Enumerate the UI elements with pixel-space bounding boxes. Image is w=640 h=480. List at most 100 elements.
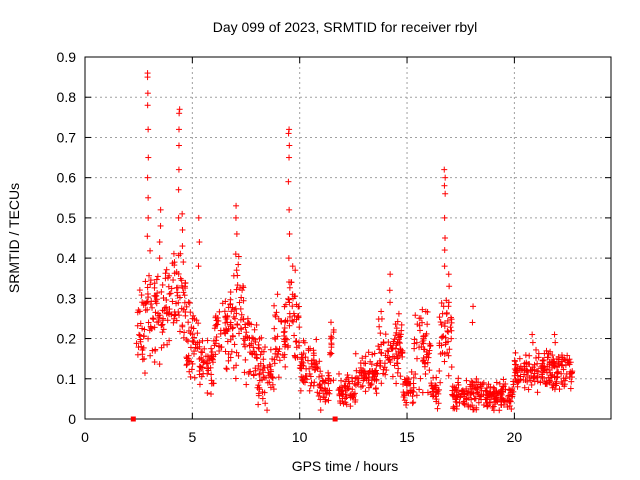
data-point [403, 378, 410, 385]
data-point [140, 333, 147, 340]
data-point [225, 351, 232, 358]
data-point [235, 253, 242, 260]
data-point [141, 326, 148, 333]
data-point [281, 319, 288, 326]
data-point [282, 335, 289, 342]
data-point [352, 350, 359, 357]
data-point [189, 360, 196, 367]
data-point [400, 389, 407, 396]
data-point [145, 319, 152, 326]
data-point [149, 347, 156, 354]
data-point [156, 361, 163, 368]
y-tick-label: 0.2 [57, 331, 77, 347]
y-tick-label: 0.7 [57, 129, 77, 145]
data-point [377, 330, 384, 337]
data-point [255, 341, 262, 348]
data-point [154, 290, 161, 297]
data-point [384, 354, 391, 361]
data-point [515, 378, 522, 385]
data-point [558, 362, 565, 369]
data-point [227, 354, 234, 361]
data-point [180, 289, 187, 296]
data-point [159, 329, 166, 336]
data-point [360, 377, 367, 384]
data-point [166, 290, 173, 297]
data-point [450, 403, 457, 410]
data-point [271, 360, 278, 367]
data-point [233, 286, 240, 293]
data-point [378, 350, 385, 357]
data-point [422, 359, 429, 366]
data-point [436, 342, 443, 349]
data-point [222, 348, 229, 355]
data-point [409, 400, 416, 407]
data-point [395, 339, 402, 346]
data-point [307, 382, 314, 389]
data-point [211, 342, 218, 349]
data-point [448, 335, 455, 342]
data-point [487, 383, 494, 390]
data-point [304, 357, 311, 364]
data-point [303, 365, 310, 372]
data-point [181, 329, 188, 336]
data-point [442, 334, 449, 341]
data-point [313, 360, 320, 367]
spike-point [286, 206, 293, 213]
data-point [393, 329, 400, 336]
data-point [506, 398, 513, 405]
data-point [232, 375, 239, 382]
data-point [221, 329, 228, 336]
data-point [344, 384, 351, 391]
data-point [163, 304, 170, 311]
data-point [137, 338, 144, 345]
data-point [242, 324, 249, 331]
data-point [306, 370, 313, 377]
data-point [187, 344, 194, 351]
data-point [229, 332, 236, 339]
data-point [395, 365, 402, 372]
data-point [437, 379, 444, 386]
data-point [261, 374, 268, 381]
data-point [264, 364, 271, 371]
data-point [385, 356, 392, 363]
data-point [441, 320, 448, 327]
data-point [259, 395, 266, 402]
data-point [452, 398, 459, 405]
y-tick-label: 0.8 [57, 89, 77, 105]
data-point [558, 352, 565, 359]
data-point [145, 335, 152, 342]
data-point [361, 368, 368, 375]
spike-point [232, 251, 239, 258]
data-point [527, 367, 534, 374]
data-point [540, 367, 547, 374]
data-point [242, 343, 249, 350]
data-point [525, 360, 532, 367]
data-point [416, 315, 423, 322]
data-point [256, 370, 263, 377]
data-point [461, 400, 468, 407]
data-point [229, 325, 236, 332]
spike-point [387, 299, 394, 306]
data-point [562, 375, 569, 382]
data-point [493, 379, 500, 386]
data-point [419, 306, 426, 313]
data-point [272, 345, 279, 352]
data-point [250, 344, 257, 351]
spike-point [442, 235, 449, 241]
data-point [161, 304, 168, 311]
spike-point [175, 126, 182, 133]
data-point [412, 371, 419, 378]
data-point [533, 374, 540, 381]
data-point [213, 321, 220, 328]
data-point [369, 351, 376, 358]
data-point [177, 250, 184, 257]
baseline-marker [332, 416, 338, 422]
data-point [255, 382, 262, 389]
data-point [553, 378, 560, 385]
spike-point [179, 243, 186, 250]
data-point [324, 389, 331, 396]
data-point [234, 321, 241, 328]
data-point [253, 321, 260, 328]
data-point [235, 352, 242, 359]
data-point [199, 349, 206, 356]
